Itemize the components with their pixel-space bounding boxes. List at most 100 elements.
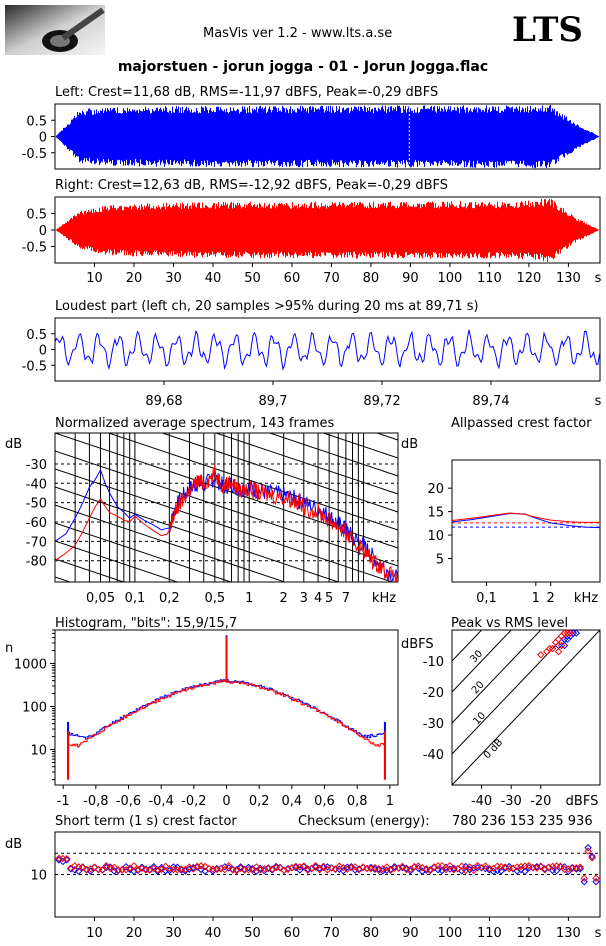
short-term-crest-point [296,866,304,874]
short-term-crest-point [221,863,229,871]
peak-vs-rms-point [560,629,569,637]
short-term-crest-point [90,863,99,872]
avg-spectrum-slope-line [107,433,398,531]
short-term-crest-point [284,864,292,873]
short-term-crest-point [544,863,553,871]
avg-spectrum-slope-line [55,540,179,582]
avg-spectrum-series [55,465,398,582]
peak-vs-rms-point [537,651,545,659]
histogram-xtick-label: 1 [386,794,394,809]
histogram-ytick-label: 10 [30,744,47,759]
short-term-crest-point [351,863,359,871]
avg-spectrum-xtick-label: 7 [342,591,350,606]
short-term-crest-point [572,864,581,872]
avg-spectrum-slope-line [214,433,398,495]
left-waveform-ytick-label: 0 [39,131,47,146]
track-title: majorstuen - jorun jogga - 01 - Jorun Jo… [117,59,489,75]
short-term-crest-title: Short term (1 s) crest factor [55,814,237,829]
histogram-xtick-label: -0,4 [148,794,173,809]
right-waveform-xtick-label: 20 [126,271,143,286]
short-term-crest-point [497,867,505,875]
peak-vs-rms-point [554,635,563,644]
short-term-crest-point [67,865,75,873]
right-waveform-xtick-label: 30 [165,271,182,286]
short-term-crest-point [426,866,434,875]
short-term-crest-point [339,863,348,872]
histogram-ytick-label: 100 [22,701,47,716]
allpassed-crest-xunit: kHz [574,591,598,606]
peak-vs-rms-diagonal [452,630,572,755]
histogram-series [68,678,386,740]
right-waveform-signal [56,199,599,262]
peak-vs-rms-ytick-label: -30 [423,717,444,732]
right-waveform-ytick-label: 0 [39,224,47,239]
short-term-crest-point [315,866,324,874]
short-term-crest-point [521,867,529,876]
peak-vs-rms-point [563,629,572,637]
avg-spectrum-slope-line [55,558,126,582]
short-term-crest-point [430,863,438,871]
loudest-part-ytick-label: -0.5 [22,359,47,374]
short-term-crest-point [150,862,158,871]
loudest-part-xunit: s [595,394,602,409]
allpassed-crest-ytick-label: 5 [436,553,444,568]
right-waveform-xtick-label: 100 [438,271,463,286]
right-waveform-title: Right: Crest=12,63 dB, RMS=-12,92 dBFS, … [55,178,448,193]
short-term-crest-xtick-label: 40 [205,926,222,941]
short-term-crest-point [296,863,304,871]
histogram-series [68,679,386,748]
avg-spectrum-ytick-label: -30 [26,458,47,473]
loudest-part-title: Loudest part (left ch, 20 samples >95% d… [55,299,479,314]
peak-vs-rms-title: Peak vs RMS level [451,616,568,631]
short-term-crest-point [383,863,391,871]
histogram-xtick-label: 0,8 [347,794,368,809]
short-term-crest-point [311,862,320,870]
avg-spectrum-xunit: kHz [372,591,396,606]
short-term-crest-xtick-label: 120 [516,926,541,941]
short-term-crest-xtick-label: 90 [402,926,419,941]
short-term-crest-point [217,865,225,873]
short-term-crest-point [588,852,596,860]
histogram-title: Histogram, "bits": 15,9/15,7 [55,616,237,631]
short-term-crest-point [592,874,600,883]
peak-vs-rms-diagonal-label: 20 [470,679,487,696]
short-term-crest-point [221,866,229,874]
short-term-crest-point [157,863,166,872]
short-term-crest-point [331,865,340,873]
histogram-xtick-label: -0,6 [116,794,141,809]
short-term-crest-point [576,863,584,871]
short-term-crest-point [134,865,142,874]
short-term-crest-point [418,864,426,872]
peak-vs-rms-xtick-label: -40 [471,794,492,809]
short-term-crest-point [244,863,253,872]
short-term-crest-point [501,863,509,871]
loudest-part-ytick-label: 0.5 [26,328,47,343]
short-term-crest-point [465,863,474,871]
short-term-crest-xtick-label: 110 [477,926,502,941]
peak-vs-rms-diagonal-label: 10 [471,710,488,727]
short-term-crest-xtick-label: 50 [244,926,261,941]
album-thumbnail [5,5,105,55]
short-term-crest-point [473,861,482,870]
short-term-crest-point [272,862,280,871]
left-waveform-ytick-label: -0.5 [22,147,47,162]
peak-vs-rms-point [566,629,575,637]
allpassed-crest-frame [451,459,601,583]
short-term-crest-point [564,865,573,873]
avg-spectrum-xtick-label: 0,05 [86,591,115,606]
right-waveform-ytick-label: 0.5 [26,208,47,223]
avg-spectrum-ytick-label: -80 [26,555,47,570]
short-term-crest-point [525,861,533,870]
peak-vs-rms-xtick-label: -30 [501,794,522,809]
short-term-crest-point [74,867,83,875]
histogram-ylabel: n [5,641,13,656]
short-term-crest-xtick-label: 60 [284,926,301,941]
allpassed-crest-xtick-label: 0,1 [476,591,497,606]
avg-spectrum-ytick-label: -40 [26,477,47,492]
peak-vs-rms-xtick-label: -20 [530,794,551,809]
short-term-crest-point [71,862,79,870]
peak-vs-rms-diagonal-label: 0 dB [482,737,506,761]
peak-vs-rms-point [560,641,569,650]
short-term-crest-point [276,864,284,872]
short-term-crest-point [371,863,379,872]
